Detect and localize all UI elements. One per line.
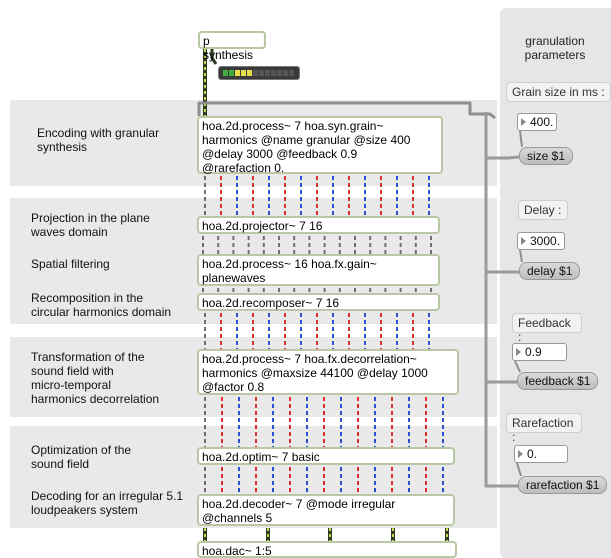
decorrelation-object[interactable]: hoa.2d.process~ 7 hoa.fx.decorrelation~ h… (197, 349, 459, 395)
meter-segment (235, 70, 240, 76)
feedback-label: Feedback : (512, 313, 582, 344)
feedback-message[interactable]: feedback $1 (517, 372, 599, 390)
level-meter (218, 66, 300, 80)
feedback-number[interactable]: 0.9 (512, 343, 567, 361)
label-decorrelation: Transformation of the sound field with m… (31, 350, 160, 406)
delay-label: Delay : (518, 200, 568, 220)
params-title: granulation parameters (524, 34, 586, 62)
decoder-object[interactable]: hoa.2d.decoder~ 7 @mode irregular @channe… (197, 494, 455, 526)
spatial-filter-object[interactable]: hoa.2d.process~ 16 hoa.fx.gain~ planewave… (197, 254, 440, 286)
optim-object[interactable]: hoa.2d.optim~ 7 basic (197, 447, 455, 465)
meter-segment (259, 70, 264, 76)
encoder-object[interactable]: hoa.2d.process~ 7 hoa.syn.grain~ harmonic… (197, 116, 443, 175)
label-recomposition: Recomposition in the circular harmonics … (31, 291, 172, 319)
signal-cord (210, 49, 218, 65)
meter-segment (289, 70, 294, 76)
control-cord (516, 462, 522, 477)
control-cord (514, 360, 521, 373)
control-cord (484, 382, 518, 488)
label-projection: Projection in the plane waves domain (31, 211, 150, 239)
meter-segment (271, 70, 276, 76)
recomposer-object[interactable]: hoa.2d.recomposer~ 7 16 (197, 293, 440, 311)
meter-segment (277, 70, 282, 76)
label-optimization: Optimization of the sound field (31, 443, 132, 471)
label-spatial-filtering: Spatial filtering (31, 257, 110, 271)
control-cord (484, 158, 519, 274)
dac-object[interactable]: hoa.dac~ 1:5 (197, 541, 457, 558)
label-encoding: Encoding with granular synthesis (37, 126, 160, 154)
meter-segment (253, 70, 258, 76)
label-decoding: Decoding for an irregular 5.1 loudpeaker… (31, 489, 184, 517)
rarefaction-label: Rarefaction : (506, 413, 582, 444)
p-synthesis-object[interactable]: p synthesis (198, 31, 266, 62)
meter-segment (283, 70, 288, 76)
grain-size-number[interactable]: 400. (517, 113, 557, 131)
projector-object[interactable]: hoa.2d.projector~ 7 16 (197, 216, 440, 234)
rarefaction-number[interactable]: 0. (514, 445, 568, 463)
delay-number[interactable]: 3000. (517, 232, 565, 250)
control-cord (484, 112, 520, 160)
meter-segment (223, 70, 228, 76)
control-cord (519, 130, 523, 148)
meter-segment (241, 70, 246, 76)
meter-segment (229, 70, 234, 76)
rarefaction-message[interactable]: rarefaction $1 (518, 476, 608, 494)
grain-size-label: Grain size in ms : (506, 82, 611, 102)
meter-segment (265, 70, 270, 76)
delay-message[interactable]: delay $1 (519, 262, 581, 280)
meter-segment (247, 70, 252, 76)
control-cord (519, 249, 523, 263)
control-cord (197, 101, 496, 120)
size-message[interactable]: size $1 (519, 147, 574, 165)
